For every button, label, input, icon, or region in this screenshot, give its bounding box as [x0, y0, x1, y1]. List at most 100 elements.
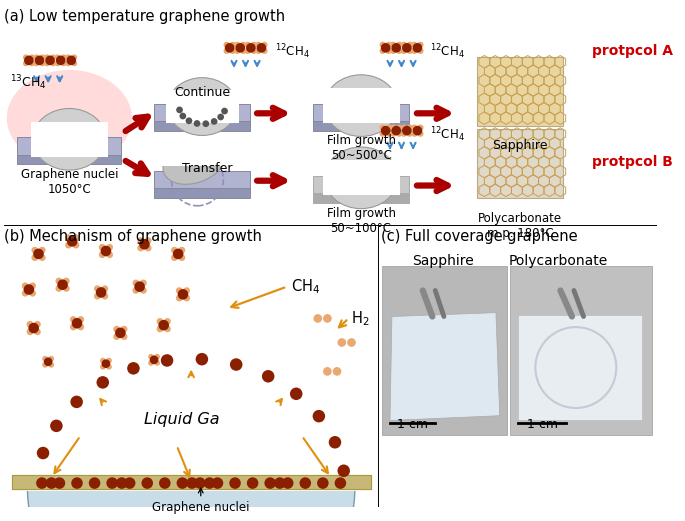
Circle shape	[50, 60, 56, 66]
Circle shape	[42, 356, 48, 362]
Bar	[154, 121, 250, 131]
Circle shape	[379, 131, 386, 137]
Ellipse shape	[182, 94, 209, 108]
Circle shape	[94, 293, 101, 300]
Circle shape	[264, 477, 276, 489]
Circle shape	[171, 247, 178, 254]
Ellipse shape	[33, 149, 106, 160]
Circle shape	[71, 477, 83, 489]
Circle shape	[106, 244, 113, 251]
Circle shape	[417, 48, 423, 54]
Ellipse shape	[47, 126, 77, 141]
Circle shape	[391, 126, 401, 135]
Circle shape	[194, 120, 201, 127]
Circle shape	[179, 247, 185, 254]
Circle shape	[381, 43, 390, 53]
Circle shape	[121, 326, 127, 332]
Circle shape	[55, 285, 62, 292]
Circle shape	[72, 318, 82, 329]
Circle shape	[97, 376, 109, 389]
Ellipse shape	[7, 70, 132, 166]
Circle shape	[176, 106, 183, 113]
Circle shape	[55, 278, 62, 284]
Circle shape	[334, 477, 346, 489]
Ellipse shape	[325, 116, 398, 127]
Circle shape	[106, 364, 112, 369]
Circle shape	[101, 359, 110, 368]
Circle shape	[36, 477, 48, 489]
Circle shape	[121, 333, 127, 340]
Circle shape	[230, 358, 242, 371]
Circle shape	[70, 316, 77, 323]
Circle shape	[37, 447, 49, 460]
Circle shape	[32, 247, 38, 254]
Circle shape	[127, 362, 140, 375]
Circle shape	[44, 357, 53, 366]
Circle shape	[390, 48, 396, 54]
Circle shape	[417, 125, 423, 131]
Bar	[156, 138, 233, 166]
Text: Sapphire: Sapphire	[412, 254, 474, 268]
Ellipse shape	[325, 188, 398, 199]
Circle shape	[411, 48, 417, 54]
Circle shape	[67, 236, 77, 246]
Circle shape	[338, 338, 346, 347]
Text: Transfer: Transfer	[182, 163, 232, 176]
Circle shape	[333, 367, 341, 376]
Ellipse shape	[339, 92, 369, 107]
Circle shape	[29, 282, 36, 289]
Circle shape	[49, 362, 54, 368]
Text: $^{12}$CH$_4$: $^{12}$CH$_4$	[430, 125, 465, 144]
Bar	[31, 122, 108, 157]
Circle shape	[132, 287, 139, 294]
Circle shape	[99, 252, 105, 258]
Circle shape	[390, 125, 396, 131]
Circle shape	[71, 54, 77, 60]
Circle shape	[33, 249, 44, 259]
Circle shape	[34, 328, 41, 335]
Circle shape	[27, 321, 34, 328]
Circle shape	[186, 117, 192, 124]
Circle shape	[29, 290, 36, 296]
Circle shape	[46, 477, 58, 489]
Circle shape	[171, 254, 178, 261]
Circle shape	[256, 42, 262, 48]
Circle shape	[137, 237, 144, 244]
Polygon shape	[390, 313, 500, 420]
Circle shape	[381, 126, 390, 135]
Bar	[518, 315, 643, 420]
Circle shape	[45, 56, 55, 65]
Text: H$_2$: H$_2$	[351, 310, 370, 328]
Ellipse shape	[325, 147, 398, 208]
Circle shape	[401, 42, 407, 48]
Circle shape	[282, 477, 293, 489]
Ellipse shape	[339, 164, 369, 179]
Circle shape	[77, 324, 84, 330]
Text: Graphene nuclei: Graphene nuclei	[152, 488, 249, 514]
Bar	[323, 88, 399, 123]
Bar	[313, 193, 409, 203]
Circle shape	[274, 477, 286, 489]
Circle shape	[106, 252, 113, 258]
Circle shape	[246, 43, 256, 53]
Circle shape	[159, 477, 171, 489]
Circle shape	[184, 295, 190, 302]
Circle shape	[63, 278, 70, 284]
Circle shape	[28, 322, 39, 333]
Circle shape	[157, 318, 163, 325]
Circle shape	[251, 42, 257, 48]
Bar	[154, 104, 250, 121]
Circle shape	[65, 242, 72, 249]
Ellipse shape	[33, 108, 106, 170]
Bar	[323, 88, 399, 123]
Ellipse shape	[27, 349, 355, 521]
Circle shape	[39, 247, 46, 254]
Circle shape	[256, 48, 262, 54]
Circle shape	[134, 281, 145, 292]
Bar	[510, 266, 652, 435]
Circle shape	[65, 54, 71, 60]
Text: Film growth
50~100°C: Film growth 50~100°C	[327, 207, 396, 235]
Circle shape	[396, 125, 402, 131]
Circle shape	[113, 333, 120, 340]
Circle shape	[89, 477, 100, 489]
